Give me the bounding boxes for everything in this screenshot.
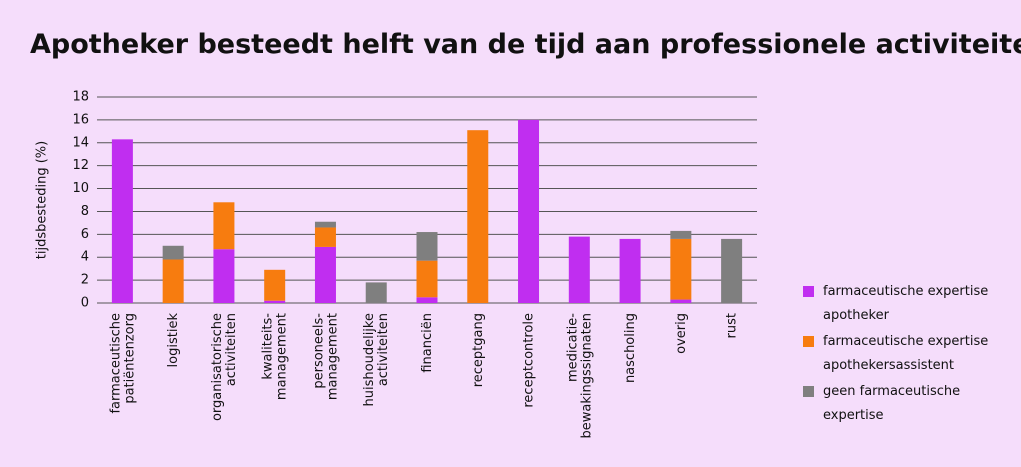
bar-segment — [670, 299, 692, 303]
x-tick-label: receptcontrole — [521, 313, 536, 408]
legend-item: farmaceutische expertise apotheker — [803, 280, 1003, 328]
y-tick-label: 18 — [72, 90, 89, 105]
y-tick-label: 2 — [81, 273, 89, 288]
bar-segment — [467, 130, 489, 303]
bar-segment — [213, 202, 235, 250]
legend-item: farmaceutische expertise apothekersassis… — [803, 330, 1003, 378]
legend-swatch — [803, 336, 814, 347]
y-tick-label: 10 — [72, 181, 89, 196]
bar-segment — [314, 246, 336, 303]
x-tick-label: farmaceutischepatiëntenzorg — [108, 313, 137, 414]
bar-segment — [670, 238, 692, 300]
x-tick-label: receptgang — [470, 313, 485, 387]
legend-label: farmaceutische expertise apothekersassis… — [823, 334, 989, 373]
bar-segment — [111, 139, 133, 303]
legend-item: geen farmaceutische expertise — [803, 380, 1003, 428]
y-tick-label: 12 — [72, 158, 89, 173]
bar-segment — [518, 119, 540, 303]
legend: farmaceutische expertise apotheker farmac… — [803, 280, 1003, 430]
x-tick-label: rust — [724, 313, 739, 338]
bar-segment — [670, 230, 692, 239]
y-tick-label: 0 — [81, 296, 89, 311]
bar-segment — [162, 245, 184, 260]
bar-segment — [264, 269, 286, 301]
bar-segment — [314, 221, 336, 228]
bar-segment — [416, 260, 438, 298]
bar-segment — [213, 249, 235, 303]
bar-segment — [416, 297, 438, 303]
legend-label: geen farmaceutische expertise — [823, 384, 961, 423]
bar-segment — [416, 232, 438, 261]
x-tick-label: huishoudelijkeactiviteiten — [362, 313, 391, 406]
x-tick-label: organisatorischeactiviteiten — [209, 313, 238, 421]
y-tick-label: 8 — [81, 204, 89, 219]
legend-label: farmaceutische expertise apotheker — [823, 284, 989, 323]
x-tick-label: medicatie-bewakingssignaten — [565, 313, 594, 439]
x-tick-label: personeels-management — [311, 313, 340, 400]
bar-segment — [568, 236, 590, 303]
y-tick-label: 16 — [72, 112, 89, 127]
legend-swatch — [803, 286, 814, 297]
bar-segment — [721, 238, 743, 303]
bar-segment — [162, 259, 184, 303]
bar-segment — [314, 227, 336, 247]
x-tick-label: overig — [673, 313, 688, 354]
chart-title: Apotheker besteedt helft van de tijd aan… — [30, 29, 1021, 60]
legend-swatch — [803, 386, 814, 397]
y-axis-title: tijdsbesteding (%) — [35, 141, 50, 259]
y-tick-label: 4 — [81, 250, 89, 265]
x-tick-label: financiën — [420, 313, 435, 373]
x-tick-label: logistiek — [166, 313, 181, 368]
x-tick-label: kwaliteits-management — [260, 313, 289, 400]
x-tick-label: nascholing — [623, 313, 638, 383]
bar-segment — [619, 238, 641, 303]
bar-segment — [264, 300, 286, 303]
y-tick-label: 14 — [72, 135, 89, 150]
bar-segment — [365, 282, 387, 303]
y-tick-label: 6 — [81, 227, 89, 242]
